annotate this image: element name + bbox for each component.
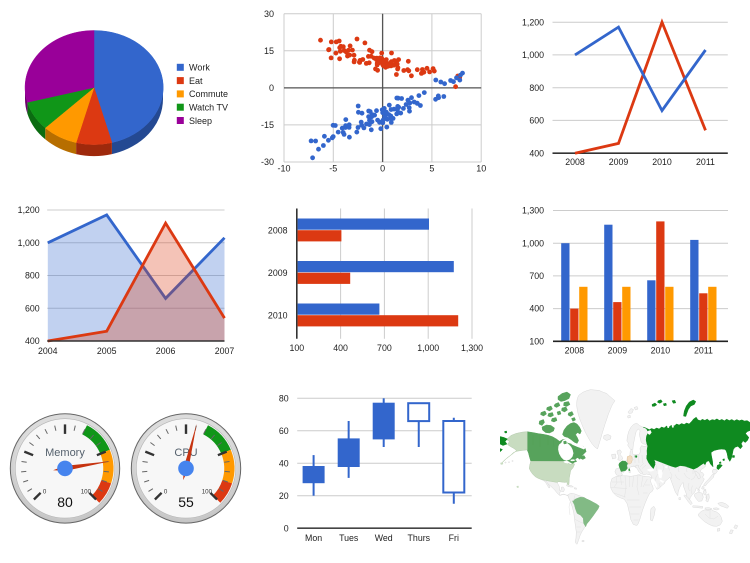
svg-text:Fri: Fri [449,533,459,543]
svg-text:2010: 2010 [268,310,288,320]
svg-text:1,300: 1,300 [522,206,544,216]
svg-text:2009: 2009 [609,157,629,167]
svg-text:400: 400 [529,304,544,314]
svg-text:2008: 2008 [268,225,288,235]
svg-text:Commute: Commute [189,89,228,99]
svg-text:0: 0 [164,488,168,495]
svg-text:2009: 2009 [608,345,628,355]
svg-text:2011: 2011 [694,345,713,355]
svg-text:-10: -10 [277,164,290,174]
svg-text:0: 0 [43,488,47,495]
svg-text:Wed: Wed [375,533,393,543]
svg-text:Memory: Memory [45,447,85,459]
svg-text:2006: 2006 [156,346,176,356]
svg-text:Work: Work [189,63,210,73]
svg-text:-5: -5 [329,164,337,174]
svg-text:CPU: CPU [174,447,197,459]
svg-text:Sleep: Sleep [189,116,212,126]
svg-text:2008: 2008 [565,157,585,167]
svg-text:1,000: 1,000 [18,238,40,248]
svg-text:100: 100 [202,488,213,495]
svg-text:1,200: 1,200 [18,205,40,215]
svg-text:2010: 2010 [651,345,671,355]
svg-text:0: 0 [284,523,289,533]
svg-text:10: 10 [476,164,486,174]
svg-text:Eat: Eat [189,76,203,86]
svg-text:400: 400 [529,148,544,158]
svg-text:1,300: 1,300 [461,343,483,353]
svg-text:100: 100 [81,488,92,495]
svg-text:700: 700 [377,343,392,353]
svg-text:800: 800 [25,271,40,281]
svg-text:2004: 2004 [38,346,58,356]
svg-text:600: 600 [25,303,40,313]
svg-text:2007: 2007 [215,346,235,356]
svg-text:0: 0 [380,164,385,174]
svg-text:2008: 2008 [565,345,585,355]
svg-text:60: 60 [279,426,289,436]
svg-text:30: 30 [264,9,274,19]
svg-text:2010: 2010 [652,157,672,167]
svg-text:Mon: Mon [305,533,322,543]
svg-text:600: 600 [529,116,544,126]
svg-text:-30: -30 [261,157,274,167]
svg-text:100: 100 [529,336,544,346]
svg-text:-15: -15 [261,120,274,130]
svg-text:20: 20 [279,491,289,501]
svg-text:1,200: 1,200 [522,17,544,27]
svg-text:1,000: 1,000 [417,343,439,353]
svg-text:0: 0 [269,83,274,93]
svg-text:Tues: Tues [339,533,359,543]
svg-text:15: 15 [264,46,274,56]
svg-text:100: 100 [289,343,304,353]
svg-text:5: 5 [429,164,434,174]
svg-text:1,000: 1,000 [522,238,544,248]
svg-text:2009: 2009 [268,268,288,278]
svg-text:1,000: 1,000 [522,50,544,60]
svg-text:700: 700 [529,271,544,281]
svg-text:2011: 2011 [696,157,715,167]
svg-text:2005: 2005 [97,346,117,356]
svg-text:80: 80 [279,393,289,403]
svg-text:800: 800 [529,83,544,93]
svg-text:80: 80 [57,494,73,510]
svg-text:55: 55 [178,494,194,510]
svg-text:Thurs: Thurs [408,533,431,543]
svg-text:Watch TV: Watch TV [189,103,228,113]
svg-text:40: 40 [279,458,289,468]
svg-text:400: 400 [25,336,40,346]
svg-text:400: 400 [333,343,348,353]
